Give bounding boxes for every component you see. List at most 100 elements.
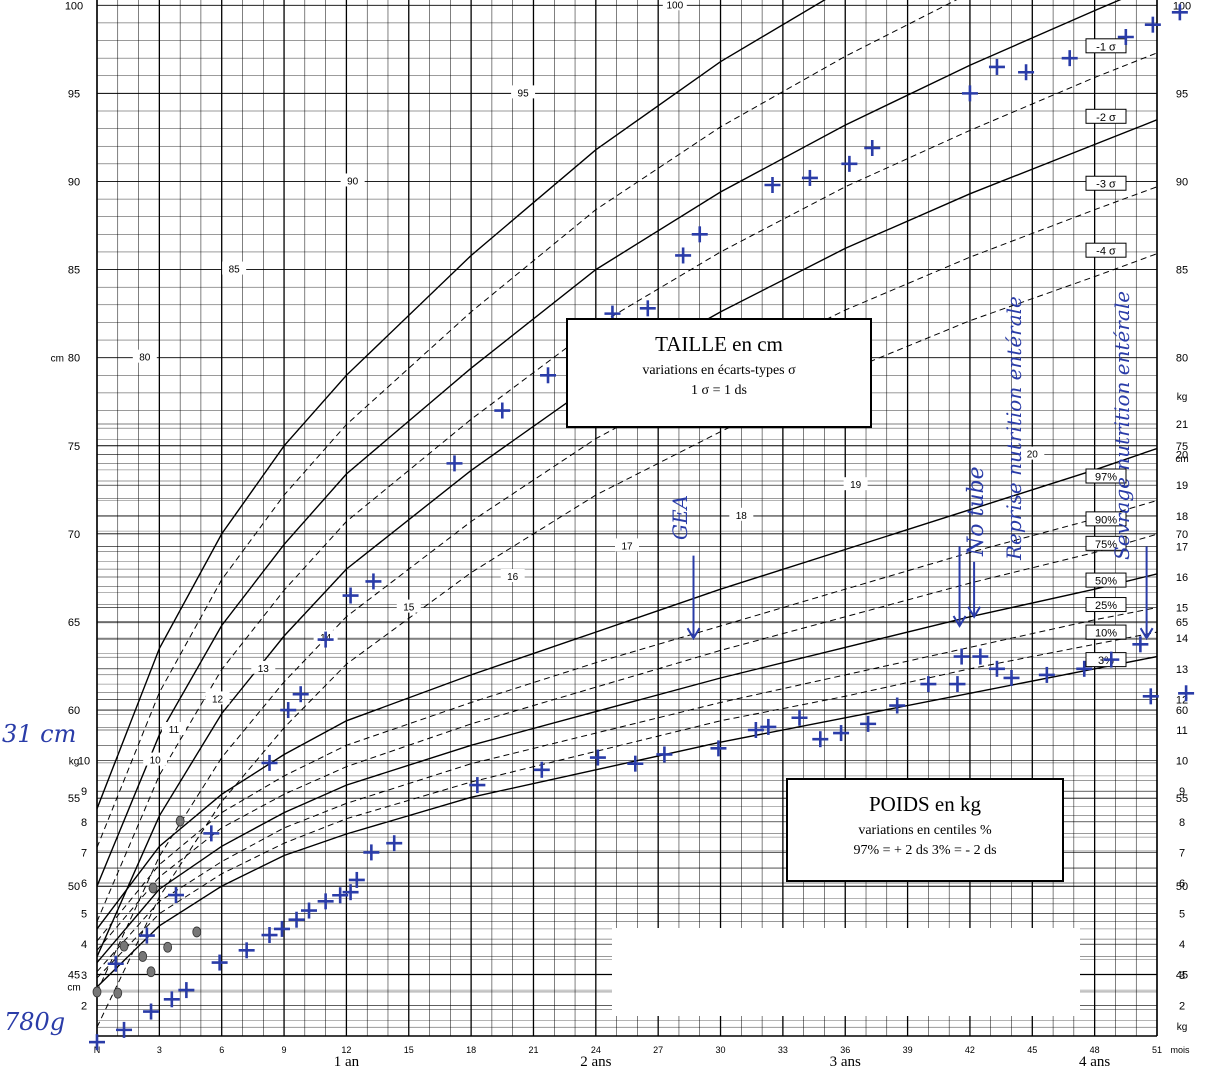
weight-point bbox=[972, 648, 989, 665]
height-point bbox=[292, 686, 309, 703]
height-point bbox=[639, 300, 656, 317]
weight-inner-bg bbox=[143, 752, 168, 766]
weight-birth-dot bbox=[138, 951, 148, 962]
weight-tick-left: 5 bbox=[81, 909, 87, 921]
weight-tick-left: 8 bbox=[81, 817, 87, 829]
weight-point bbox=[988, 660, 1005, 677]
weight-tick-right: 6 bbox=[1179, 878, 1185, 890]
age-label: 2 ans bbox=[580, 1054, 611, 1068]
height-tick-right: 85 bbox=[1176, 265, 1188, 277]
weight-point bbox=[342, 884, 359, 901]
weight-birth-dot bbox=[192, 926, 202, 938]
x-tick-label: 27 bbox=[653, 1045, 663, 1055]
taille-line1: variations en écarts-types σ bbox=[642, 363, 796, 378]
weight-tick-left: 9 bbox=[81, 786, 87, 798]
height-birth-dot bbox=[119, 940, 129, 952]
height-inner-bg bbox=[222, 261, 247, 275]
weight-tick-left: 7 bbox=[81, 847, 87, 859]
weight-tick-right: 10 bbox=[1176, 756, 1188, 768]
weight-point bbox=[589, 749, 606, 766]
height-unit-left-low: cm bbox=[67, 982, 80, 993]
weight-point bbox=[627, 755, 644, 772]
height-tick-right: 65 bbox=[1176, 617, 1188, 629]
x-tick-label: 3 bbox=[157, 1045, 162, 1055]
height-point bbox=[446, 455, 463, 472]
weight-inner-label: 12 bbox=[212, 694, 224, 705]
taille-legend-box: TAILLE en cm variations en écarts-types … bbox=[566, 318, 872, 428]
height-point bbox=[961, 85, 978, 102]
weight-tick-left: 3 bbox=[81, 970, 87, 982]
weight-point bbox=[238, 942, 255, 959]
weight-tick-right: 11 bbox=[1176, 725, 1187, 737]
height-point bbox=[1061, 50, 1078, 67]
weight-point bbox=[363, 844, 380, 861]
weight-curve bbox=[97, 447, 1157, 930]
x-tick-label: 24 bbox=[591, 1045, 601, 1055]
height-tick-right: 45 bbox=[1176, 969, 1188, 981]
weight-point bbox=[533, 761, 550, 778]
height-tick-left: 80 bbox=[68, 353, 80, 365]
weight-point bbox=[1132, 636, 1149, 653]
height-tick-left: 65 bbox=[68, 617, 80, 629]
height-point bbox=[138, 927, 155, 944]
weight-tick-right: 20 bbox=[1176, 450, 1188, 462]
height-birth-dot bbox=[148, 882, 158, 894]
weight-tick-left: 6 bbox=[81, 878, 87, 890]
weight-point bbox=[949, 676, 966, 693]
x-tick-label: 9 bbox=[282, 1045, 287, 1055]
height-point bbox=[261, 754, 278, 771]
height-tick-left: 55 bbox=[68, 793, 80, 805]
weight-tick-right: 7 bbox=[1179, 847, 1185, 859]
weight-tag-box bbox=[1085, 624, 1127, 640]
x-tick-label: 48 bbox=[1090, 1045, 1100, 1055]
weight-tick-right: 4 bbox=[1179, 939, 1185, 951]
weight-point bbox=[833, 725, 850, 742]
height-unit-left: cm bbox=[51, 354, 64, 365]
weight-point bbox=[812, 731, 829, 748]
annotation-arrowhead bbox=[686, 627, 701, 641]
height-tick-right: 55 bbox=[1176, 793, 1188, 805]
weight-inner-label: 18 bbox=[736, 511, 748, 522]
weight-point bbox=[889, 697, 906, 714]
height-tick-right: 70 bbox=[1176, 529, 1188, 541]
weight-tick-right: 3 bbox=[1179, 970, 1185, 982]
poids-title: POIDS en kg bbox=[868, 792, 981, 816]
height-inner-bg bbox=[340, 173, 365, 187]
height-tick-right: 80 bbox=[1176, 353, 1188, 365]
x-tick-label: 33 bbox=[778, 1045, 788, 1055]
height-tick-left: 60 bbox=[68, 705, 80, 717]
height-point bbox=[365, 573, 382, 590]
weight-inner-bg bbox=[500, 569, 525, 582]
x-tick-label: 12 bbox=[341, 1045, 351, 1055]
weight-tag-box bbox=[1085, 535, 1127, 551]
weight-tag: 10% bbox=[1095, 628, 1117, 640]
height-tick-left: 75 bbox=[68, 441, 80, 453]
weight-tick-left: 2 bbox=[81, 1000, 87, 1012]
weight-unit-right: kg bbox=[1177, 392, 1188, 403]
weight-tick-right: 14 bbox=[1176, 633, 1188, 645]
height-tick-right: 100 bbox=[1173, 0, 1191, 12]
weight-inner-label: 10 bbox=[150, 756, 162, 767]
weight-inner-bg bbox=[1020, 446, 1045, 460]
no-tube-note: No tube bbox=[964, 466, 989, 556]
weight-point bbox=[920, 676, 937, 693]
height-inner-label: 95 bbox=[518, 88, 530, 99]
weight-inner-label: 20 bbox=[1027, 450, 1039, 461]
annotation-arrowhead bbox=[952, 615, 967, 628]
height-tick-left: 90 bbox=[68, 176, 80, 188]
weight-inner-label: 19 bbox=[850, 480, 862, 491]
weight-tick-right: 17 bbox=[1176, 541, 1188, 553]
height-point bbox=[280, 702, 297, 719]
height-tag-box bbox=[1085, 38, 1127, 54]
poids-legend-box: POIDS en kg variations en centiles % 97%… bbox=[786, 778, 1064, 882]
weight-tag: 75% bbox=[1095, 539, 1117, 551]
weight-tick-right: 16 bbox=[1176, 572, 1188, 584]
weight-inner-bg bbox=[161, 722, 186, 735]
weight-curve bbox=[97, 607, 1157, 973]
weight-point bbox=[261, 927, 278, 944]
height-curve bbox=[97, 253, 1157, 1028]
taille-line2: 1 σ = 1 ds bbox=[691, 383, 747, 398]
weight-point bbox=[273, 920, 290, 937]
weight-tag-box bbox=[1085, 468, 1127, 484]
